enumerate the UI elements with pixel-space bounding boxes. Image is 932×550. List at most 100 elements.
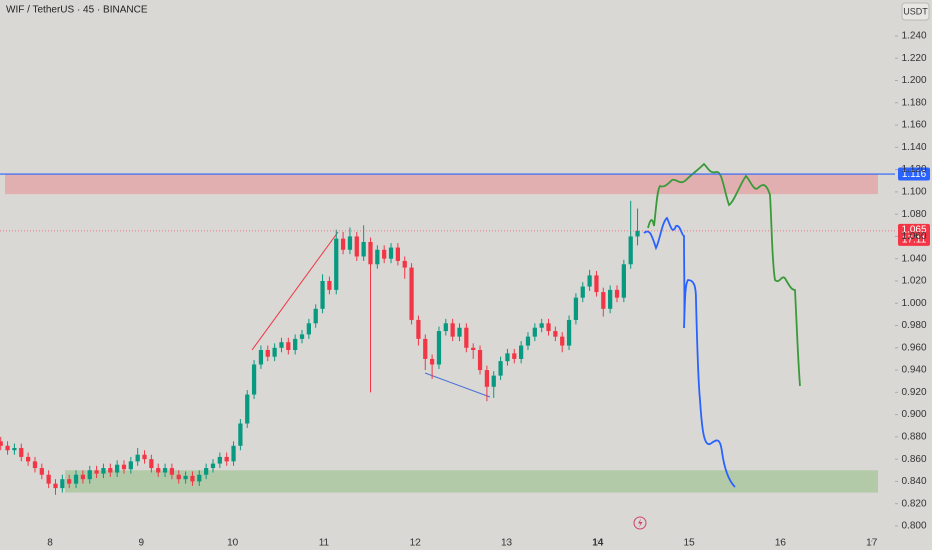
candle-body (395, 247, 401, 261)
candle-body (60, 479, 65, 489)
zone (65, 470, 878, 493)
y-tick-label: 0.940 (901, 365, 926, 376)
x-tick-label: 11 (319, 538, 330, 549)
y-tick-label: 1.060 (901, 231, 926, 242)
y-tick-label: 1.160 (901, 120, 926, 131)
projection-down (643, 216, 736, 488)
candle-body (128, 461, 133, 470)
candle-body (560, 336, 565, 346)
candle-body (197, 474, 202, 482)
y-tick-label: 0.800 (901, 521, 926, 532)
candle-body (108, 468, 113, 473)
candle-body (169, 468, 175, 475)
candle-body (272, 347, 277, 357)
candle-body (368, 241, 373, 265)
y-tick-label: 1.100 (901, 187, 926, 198)
candle-body (471, 347, 476, 351)
y-tick-label: 0.840 (901, 476, 926, 487)
candle-body (525, 336, 531, 346)
candle-body (183, 475, 188, 480)
axes: 0.800 0.820 0.840 0.860 0.880 0.900 0.920 0.940… (47, 31, 927, 549)
candle-body (204, 468, 209, 475)
x-tick-label: 8 (47, 538, 53, 549)
candle-body (224, 456, 229, 462)
zone (5, 174, 878, 195)
y-tick-label: 1.140 (901, 142, 926, 153)
candle-body (279, 342, 284, 348)
candle-body (12, 448, 17, 451)
x-tick-label: 10 (227, 538, 239, 549)
x-tick-label: 12 (410, 538, 422, 549)
candle-body (457, 327, 462, 337)
candle-body (142, 454, 147, 460)
candle-body (251, 364, 257, 395)
candle-body (340, 238, 346, 250)
candle-body (519, 345, 524, 359)
candle-body (347, 236, 353, 250)
candle-body (601, 292, 606, 309)
y-tick-label: 0.960 (901, 342, 926, 353)
candle-body (320, 280, 325, 309)
candles (0, 200, 640, 495)
level-label: 1.116 (902, 169, 927, 180)
candle-body (375, 249, 380, 265)
x-tick-label: 15 (684, 538, 696, 549)
y-tick-label: 1.200 (901, 75, 926, 86)
candle-body (505, 353, 510, 362)
candle-body (217, 456, 222, 464)
candle-body (286, 342, 291, 351)
candle-body (0, 441, 3, 446)
candle-body (19, 448, 24, 457)
candle-body (245, 394, 250, 424)
candle-body (299, 334, 305, 339)
candle-body (5, 445, 10, 451)
candle-body (402, 260, 407, 268)
candle-body (628, 236, 633, 265)
candle-body (32, 461, 38, 469)
candle-body (621, 264, 626, 298)
candle-body (409, 267, 414, 320)
candle-body (327, 280, 332, 290)
x-tick-label: 14 (592, 538, 604, 549)
candle-body (265, 350, 270, 357)
candle-body (532, 327, 537, 337)
candle-body (190, 475, 195, 482)
candle-body (423, 338, 428, 359)
candle-body (512, 353, 517, 359)
candle-body (587, 275, 592, 287)
candle-body (334, 238, 339, 290)
currency-label[interactable]: USDT (903, 6, 928, 16)
candle-body (553, 331, 558, 337)
candle-body (608, 289, 613, 309)
candle-body (484, 370, 490, 387)
y-tick-label: 1.000 (901, 298, 926, 309)
chart-header: WIF / TetherUS · 45 · BINANCE (6, 5, 148, 16)
y-tick-label: 0.880 (901, 432, 926, 443)
y-tick-label: 0.820 (901, 498, 926, 509)
countdown-label: 17:11 (902, 234, 927, 245)
candle-body (313, 308, 318, 324)
candle-body (491, 375, 496, 387)
last-price-label: 1.065 (901, 224, 926, 235)
projection-up (647, 162, 801, 387)
candle-body (293, 338, 298, 351)
event-icon[interactable] (633, 516, 647, 530)
zones (5, 174, 878, 493)
y-tick-label: 1.020 (901, 276, 926, 287)
candle-body (176, 474, 181, 480)
x-tick-label: 13 (501, 538, 513, 549)
y-tick-label: 1.040 (901, 253, 926, 264)
candle-body (149, 459, 154, 469)
candle-body (53, 483, 58, 489)
candle-body (477, 350, 483, 371)
currency-button[interactable] (901, 2, 930, 21)
candle-body (388, 247, 394, 259)
trend-line (424, 372, 491, 398)
candle-body (566, 319, 572, 346)
candle-body (498, 361, 503, 376)
candle-body (436, 331, 442, 365)
candle-body (361, 241, 366, 257)
candle-body (464, 327, 469, 348)
